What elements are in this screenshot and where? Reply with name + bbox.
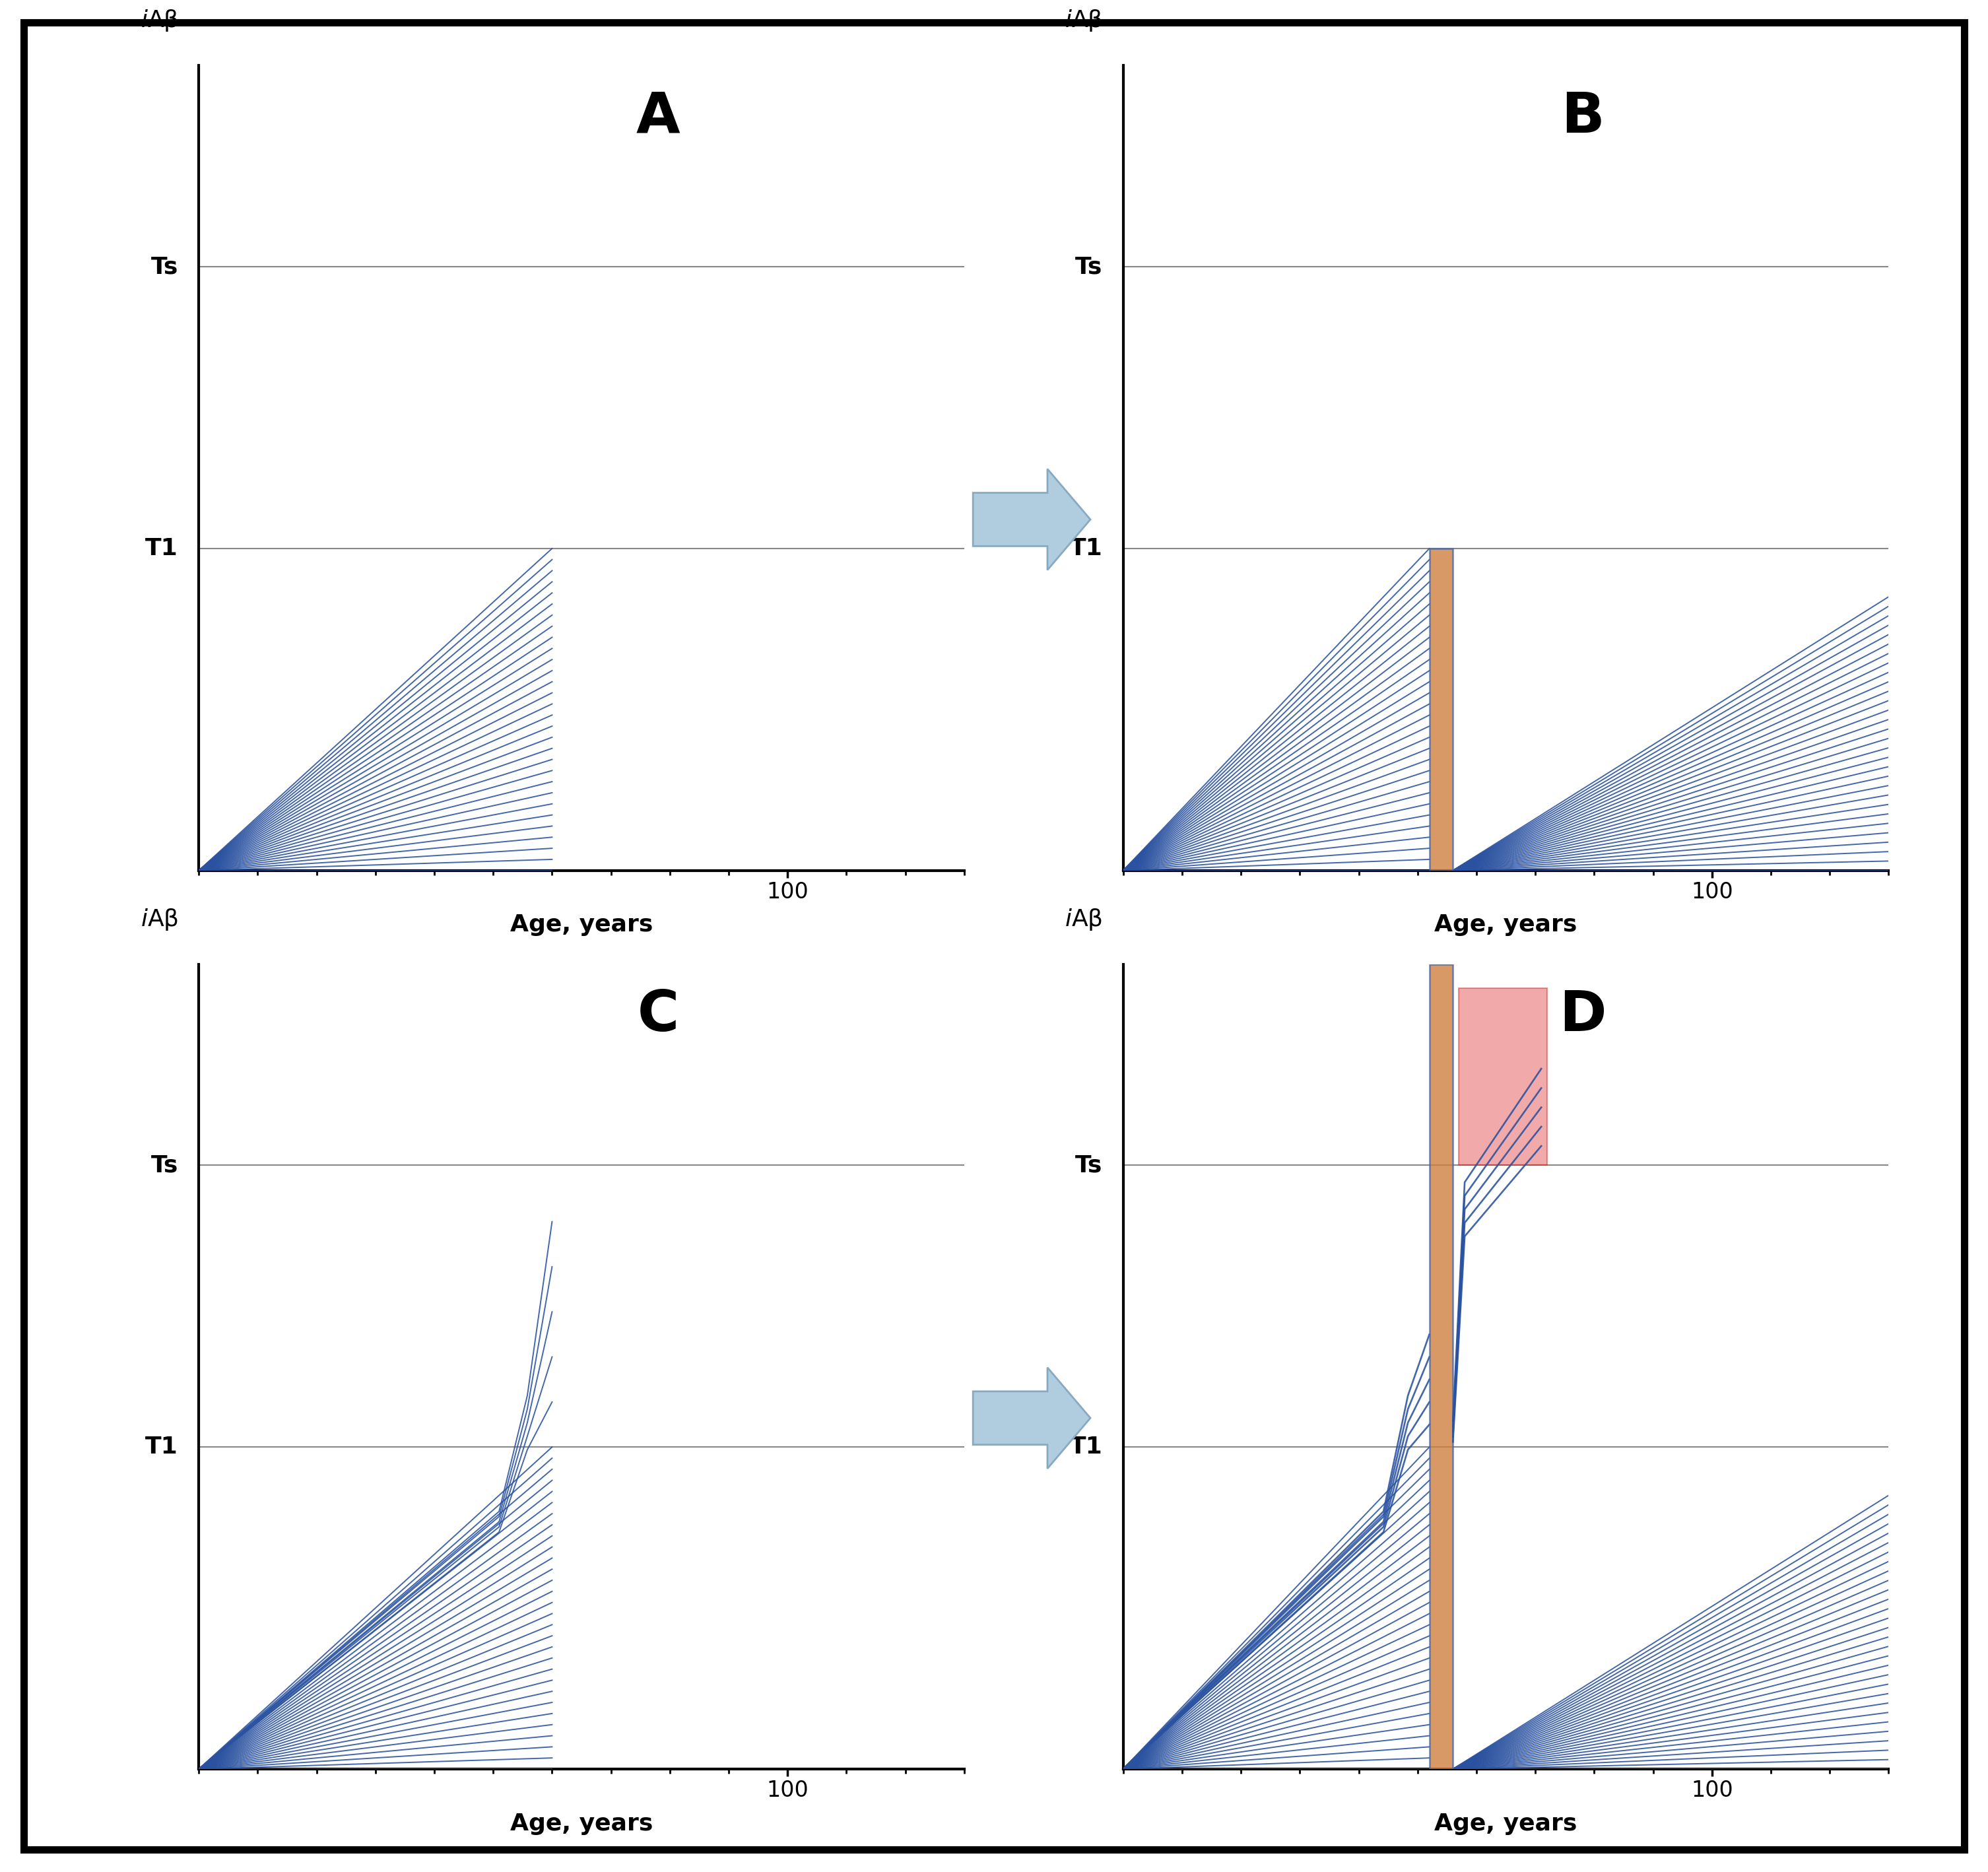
Text: Ts: Ts (151, 1155, 179, 1176)
Bar (1459, 988, 1547, 1164)
Bar (1429, 548, 1453, 870)
Text: $i$Aβ: $i$Aβ (1066, 7, 1103, 34)
Bar (1429, 964, 1453, 1769)
Text: B: B (1561, 90, 1604, 144)
Text: T1: T1 (145, 537, 179, 560)
X-axis label: Age, years: Age, years (1435, 1812, 1576, 1835)
Text: T1: T1 (145, 1436, 179, 1458)
Text: D: D (1559, 988, 1606, 1043)
Text: Ts: Ts (1076, 256, 1103, 277)
Text: Ts: Ts (1076, 1155, 1103, 1176)
Text: C: C (638, 988, 678, 1043)
X-axis label: Age, years: Age, years (1435, 914, 1576, 936)
Text: $i$Aβ: $i$Aβ (141, 906, 179, 932)
X-axis label: Age, years: Age, years (511, 1812, 652, 1835)
Text: T1: T1 (1070, 537, 1103, 560)
FancyArrow shape (972, 468, 1089, 569)
X-axis label: Age, years: Age, years (511, 914, 652, 936)
Text: Ts: Ts (151, 256, 179, 277)
Text: $i$Aβ: $i$Aβ (141, 7, 179, 34)
Text: $i$Aβ: $i$Aβ (1066, 906, 1103, 932)
Text: A: A (636, 90, 680, 144)
FancyArrow shape (972, 1367, 1089, 1468)
Text: T1: T1 (1070, 1436, 1103, 1458)
